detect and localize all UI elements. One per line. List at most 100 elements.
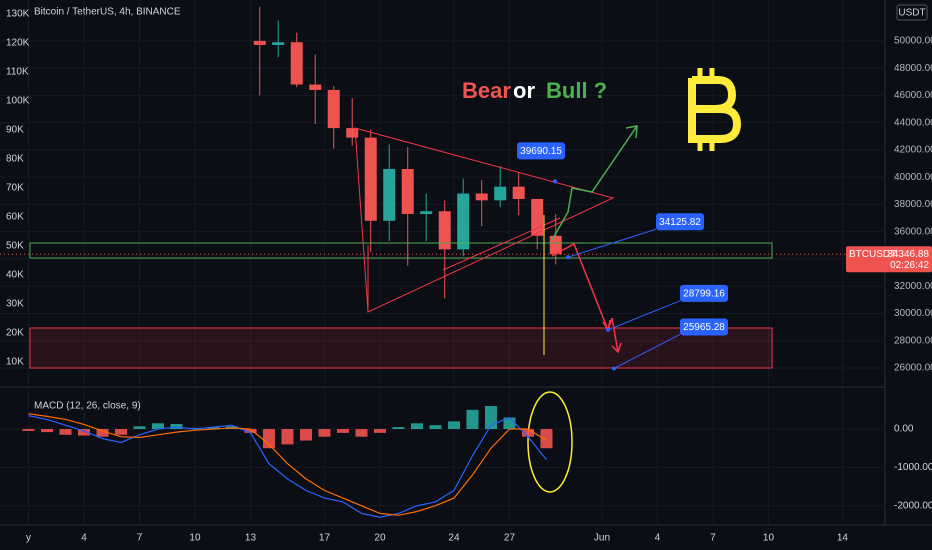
candle-body [549,235,562,255]
y2-tick-label: 120K [6,38,30,49]
y-tick-label: 32000.00 [894,281,932,292]
y2-tick-label: 80K [6,154,24,165]
arrow-head [611,342,622,354]
y2-tick-label: 20K [6,327,24,338]
price-label-leader [613,333,681,369]
macd-histogram-bar [466,409,479,430]
symbol-label: BTCUSDT [849,249,896,260]
macd-line [28,415,547,518]
macd-histogram-bar [40,429,53,433]
macd-histogram-bar [484,406,497,430]
support-zone [29,327,773,369]
y2-tick-label: 110K [6,67,29,78]
macd-histogram-bar [59,429,72,435]
price-dot [612,366,616,371]
price-label: 39690.15 [520,146,562,157]
drawings [29,68,773,493]
price-label-box [656,213,704,231]
candle-body [383,168,396,221]
macd-histogram-bar [503,417,516,430]
y-tick-label: 0.00 [894,424,914,435]
candle-body [290,42,303,85]
bull-arrow [551,125,638,241]
y-tick-label: 46000.00 [894,90,932,101]
x-tick-label: 13 [245,533,257,544]
macd-line [28,413,547,516]
currency-box[interactable] [896,4,928,21]
y-tick-label: 28000.00 [894,335,932,346]
last-price-box [846,246,932,273]
macd-histogram-bar [22,429,35,431]
bitcoin-logo [688,68,742,151]
y-tick-label: 50000.00 [894,36,932,47]
x-tick-label: 24 [448,533,460,544]
y-tick-label: 36000.00 [894,226,932,237]
candle-body [346,128,359,138]
x-tick-label: 10 [763,533,775,544]
price-label: 28799.16 [683,288,725,299]
x-tick-label: 10 [189,533,201,544]
macd-histogram-bar [540,429,553,449]
countdown-label: 02:26:42 [890,260,929,271]
y-tick-label: 40000.00 [894,172,932,183]
x-tick-label: 20 [374,533,386,544]
x-tick-label: 17 [319,533,331,544]
macd-histogram-bar [336,429,349,433]
y-tick-label: -2000.00 [894,500,932,511]
bull-word: Bull ? [546,78,607,103]
macd-histogram-bar [355,429,368,437]
y2-tick-label: 40K [6,269,24,280]
arrow-head [625,125,638,139]
price-label-box [517,142,565,160]
x-tick-label: y [26,533,31,544]
or-word: or [513,78,535,103]
y-tick-label: 26000.00 [894,363,932,374]
macd-histogram-bar [373,429,386,433]
macd-histogram-bar [281,429,294,445]
y-tick-label: 42000.00 [894,145,932,156]
price-dot [553,179,557,184]
price-label-box [680,318,728,336]
candle-body [253,40,266,45]
chart-title: Bitcoin / TetherUS, 4h, BINANCE [34,7,181,18]
price-dot [606,327,610,332]
candle-body [438,211,451,250]
y2-tick-label: 10K [6,356,24,367]
macd-histogram-bar [318,429,331,437]
price-label-leader [607,300,681,331]
x-tick-label: 7 [710,533,716,544]
y-tick-label: 48000.00 [894,63,932,74]
candle-body [272,42,285,45]
macd-histogram-bar [299,429,312,441]
candle-body [364,137,377,221]
price-label-leader [567,228,657,258]
price-label: 25965.28 [683,322,725,333]
macd-histogram-bar [244,429,257,433]
y2-tick-label: 30K [6,298,24,309]
y2-tick-label: 90K [6,125,24,136]
macd-histogram-bar [77,429,90,436]
bear-word: Bear [462,78,511,103]
candle-body [457,193,470,250]
candle-body [494,186,507,201]
last-price-label: 34346.88 [887,249,929,260]
candles [253,6,562,299]
range-box [29,242,773,259]
y-tick-label: 30000.00 [894,308,932,319]
candle-body [401,168,414,214]
triangle [354,127,615,313]
x-tick-label: 4 [655,533,661,544]
macd-histogram-bar [133,426,146,430]
macd-histogram-bar [151,423,164,430]
macd-histogram-bar [447,421,460,430]
x-tick-label: 7 [137,533,143,544]
currency[interactable]: USDT [898,8,925,19]
y2-tick-label: 130K [6,9,30,20]
macd-histogram-bar [114,429,127,435]
macd-histogram-bar [521,429,534,437]
grid [0,0,885,525]
price-dot [566,255,570,260]
triangle-line [442,217,561,271]
